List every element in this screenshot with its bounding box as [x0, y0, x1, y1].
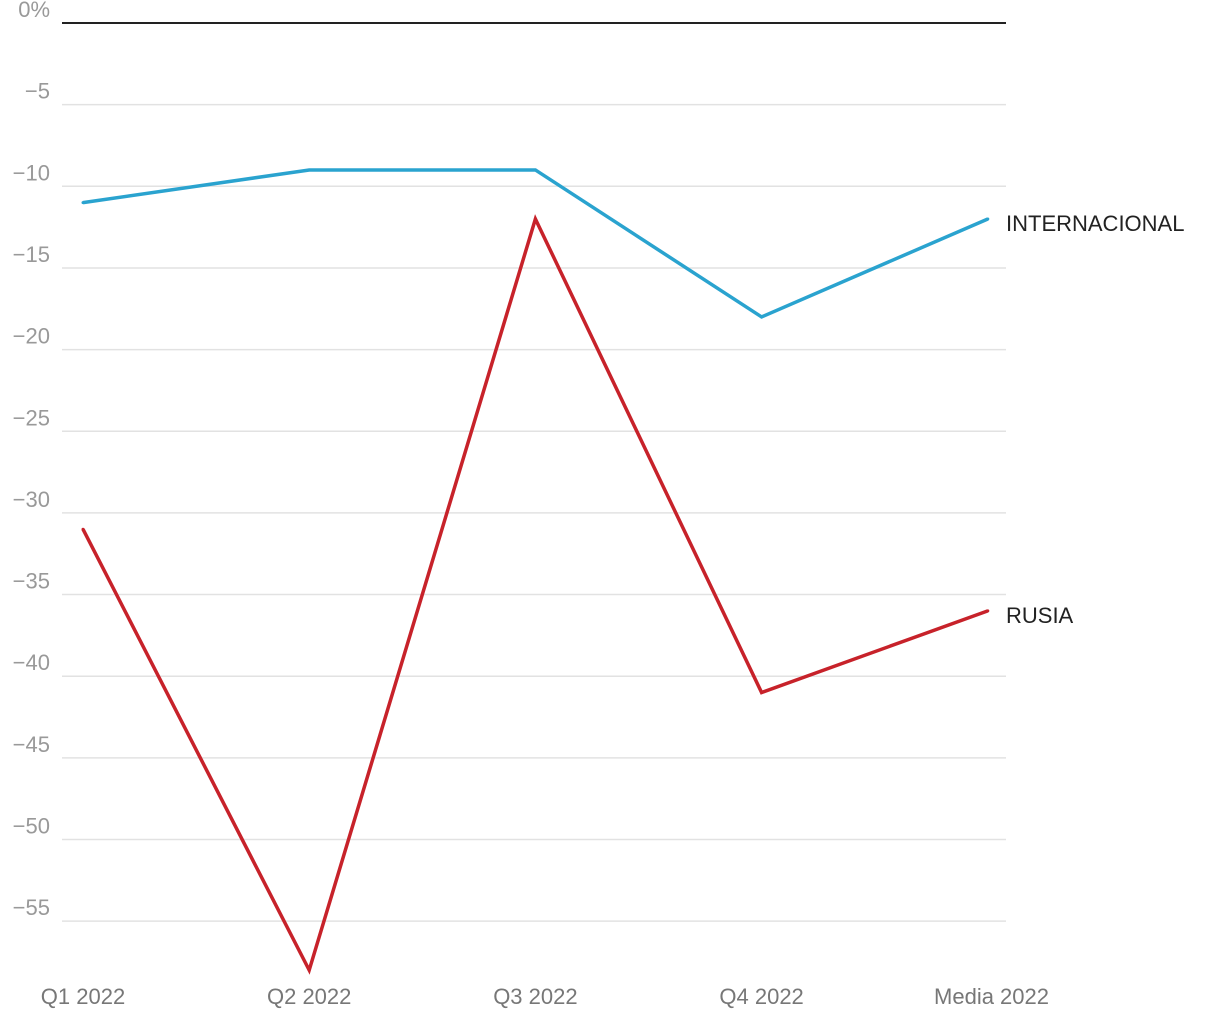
x-tick-label: Q3 2022 [493, 984, 577, 1009]
y-tick-label: −30 [13, 487, 50, 512]
x-tick-label: Q4 2022 [719, 984, 803, 1009]
data-point [533, 168, 537, 172]
data-point [307, 168, 311, 172]
x-axis: Q1 2022 Q2 2022 Q3 2022 Q4 2022 Media 2022 [41, 984, 1049, 1009]
x-tick-label: Media 2022 [934, 984, 1049, 1009]
y-tick-label: −20 [13, 324, 50, 349]
series-line-internacional [82, 168, 989, 319]
data-point [986, 217, 990, 221]
series-group: INTERNACIONAL RUSIA [81, 168, 1184, 975]
x-tick-label: Q1 2022 [41, 984, 125, 1009]
data-point [81, 527, 85, 531]
data-point [81, 201, 85, 205]
y-axis: 0% −5 −10 −15 −20 −25 −30 −35 −40 −45 −50 −55 [13, 0, 50, 920]
y-tick-label: −40 [13, 650, 50, 675]
data-point [760, 315, 764, 319]
y-tick-label: −25 [13, 405, 50, 430]
gridlines [62, 22, 1006, 922]
y-tick-label: 0% [18, 0, 50, 22]
data-point [986, 609, 990, 613]
y-tick-label: −5 [25, 79, 50, 104]
data-point [307, 968, 311, 972]
y-tick-label: −55 [13, 895, 50, 920]
y-tick-label: −50 [13, 814, 50, 839]
data-point [760, 691, 764, 695]
series-label-rusia: RUSIA [1006, 603, 1074, 628]
y-tick-label: −35 [13, 569, 50, 594]
data-point [533, 217, 537, 221]
y-tick-label: −10 [13, 160, 50, 185]
y-tick-label: −15 [13, 242, 50, 267]
y-tick-label: −45 [13, 732, 50, 757]
series-label-internacional: INTERNACIONAL [1006, 211, 1184, 236]
x-tick-label: Q2 2022 [267, 984, 351, 1009]
